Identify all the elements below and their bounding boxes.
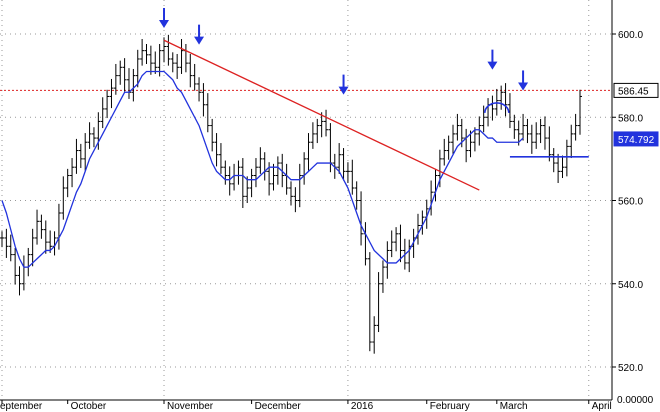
arrow-head: [338, 86, 349, 95]
y-tick-label: 580.0: [618, 113, 643, 124]
trendline: [163, 39, 480, 191]
moving-average-line: [1, 70, 524, 268]
y-tick-label: 560.0: [618, 197, 643, 208]
y-tick-label: 600.0: [618, 30, 643, 41]
price-bars: [0, 34, 582, 354]
price-label-box: [613, 131, 659, 147]
x-month-label: December: [255, 401, 302, 412]
x-month-label: February: [430, 401, 470, 412]
x-month-label: eptember: [0, 401, 43, 412]
y-tick-label: 520.0: [618, 363, 643, 374]
x-month-label: April: [592, 401, 612, 412]
x-month-label: 2016: [351, 401, 374, 412]
annotations: [1, 8, 589, 268]
arrow-head: [487, 61, 498, 70]
arrow-head: [194, 36, 205, 45]
price-label-text: 574.792: [618, 135, 655, 146]
arrow-head: [518, 82, 529, 91]
price-label-text: 586.45: [618, 86, 649, 97]
x-month-label: October: [71, 401, 107, 412]
arc-marker: [484, 102, 510, 114]
price-label-box: [613, 82, 659, 98]
y-axis-bottom-label: 0.00000: [617, 395, 654, 406]
y-tick-label: 540.0: [618, 280, 643, 291]
x-month-label: November: [167, 401, 214, 412]
arrow-head: [159, 20, 170, 28]
x-month-label: March: [500, 401, 528, 412]
